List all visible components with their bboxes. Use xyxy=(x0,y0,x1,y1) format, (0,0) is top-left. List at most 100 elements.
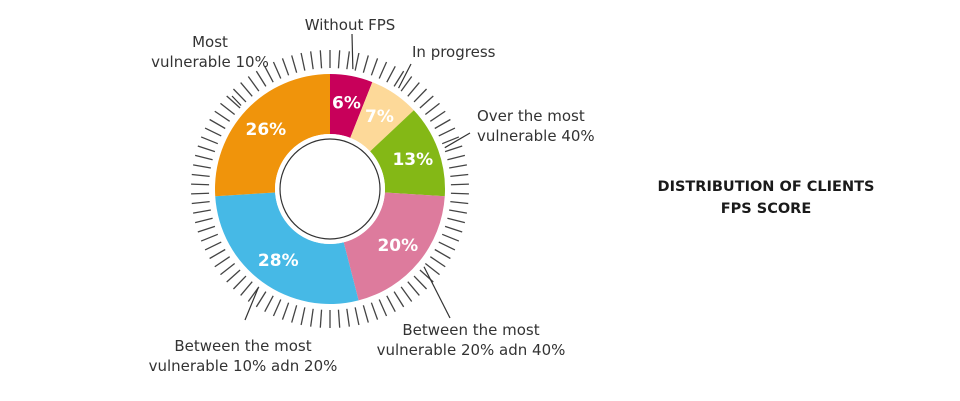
leader-line-2 xyxy=(444,132,471,149)
hole-ring xyxy=(279,138,381,240)
tick xyxy=(449,209,468,214)
tick xyxy=(232,88,247,103)
tick xyxy=(281,58,290,76)
callout-0-line-0: Without FPS xyxy=(305,16,396,34)
slice-0 xyxy=(330,74,373,138)
chart-title-line-1: DISTRIBUTION OF CLIENTS xyxy=(657,179,875,195)
tick xyxy=(226,95,241,109)
tick xyxy=(429,110,446,122)
tick xyxy=(434,118,451,130)
tick xyxy=(447,154,466,161)
tick xyxy=(450,201,469,205)
callout-2-line-0: Over the most xyxy=(477,107,585,125)
tick xyxy=(441,136,460,145)
slice-labels: 6%7% 13% 20% 28% 26% xyxy=(245,94,433,272)
slice-label-5: 26% xyxy=(245,120,286,140)
tick xyxy=(444,225,463,233)
tick xyxy=(346,51,350,70)
tick xyxy=(362,55,369,73)
leader-line-3 xyxy=(423,266,451,319)
tick xyxy=(413,275,428,290)
tick xyxy=(197,145,216,153)
tick xyxy=(255,70,267,87)
tick xyxy=(240,82,253,97)
tick xyxy=(209,118,226,130)
tick xyxy=(444,145,463,153)
tick xyxy=(378,299,388,317)
tick xyxy=(194,217,213,224)
tick xyxy=(413,88,428,103)
chart-title-line-2: FPS SCORE xyxy=(720,201,812,217)
tick xyxy=(386,65,396,83)
slice-3 xyxy=(343,192,445,301)
slice-5 xyxy=(214,73,330,197)
tick xyxy=(370,58,379,76)
tick xyxy=(197,225,216,233)
slice-2 xyxy=(370,110,445,197)
slice-label-4: 28% xyxy=(258,251,299,271)
tick xyxy=(272,61,282,79)
tick xyxy=(407,82,420,97)
slice-label-3: 20% xyxy=(377,236,418,256)
center-hole xyxy=(275,134,385,244)
tick xyxy=(450,192,469,195)
tick xyxy=(291,55,298,73)
tick xyxy=(310,51,314,70)
tick xyxy=(393,291,405,308)
tick xyxy=(204,241,222,251)
tick xyxy=(400,286,413,302)
slices xyxy=(214,73,445,304)
tick xyxy=(191,173,210,177)
leader-line-0 xyxy=(351,33,354,70)
tick xyxy=(191,183,210,186)
tick xyxy=(200,136,219,145)
tick xyxy=(337,50,341,69)
tick xyxy=(214,256,231,268)
tick xyxy=(393,70,405,87)
tick xyxy=(400,76,413,92)
chart-title: DISTRIBUTION OF CLIENTS FPS SCORE xyxy=(616,176,916,220)
tick xyxy=(346,308,350,327)
tick xyxy=(291,305,298,323)
tick xyxy=(424,102,440,116)
tick xyxy=(354,52,360,71)
tick xyxy=(407,281,420,296)
tick xyxy=(220,262,236,276)
callout-4-line-0: Between the most xyxy=(174,337,311,355)
tick xyxy=(424,262,440,276)
tick xyxy=(272,299,282,317)
hole-fill xyxy=(275,134,385,244)
tick xyxy=(450,173,469,177)
callouts: Without FPS In progress Over the most vulne… xyxy=(149,16,595,375)
tick xyxy=(378,61,388,79)
tick xyxy=(386,295,396,313)
tick xyxy=(300,52,306,71)
callout-1-line-0: In progress xyxy=(412,43,496,61)
tick xyxy=(310,308,314,327)
slice-label-0: 6% xyxy=(332,94,361,114)
tick xyxy=(192,164,211,169)
tick xyxy=(354,307,360,326)
tick xyxy=(232,275,247,290)
tick xyxy=(194,154,213,161)
callout-4-line-1: vulnerable 10% adn 20% xyxy=(149,357,338,375)
tick xyxy=(434,248,451,260)
callout-3-line-1: vulnerable 20% adn 40% xyxy=(377,341,566,359)
tick xyxy=(419,95,434,109)
slice-1 xyxy=(350,82,414,152)
tick xyxy=(370,302,379,320)
tick xyxy=(200,233,219,242)
slice-label-2: 13% xyxy=(392,150,433,170)
leader-line-5 xyxy=(231,95,242,106)
tick xyxy=(362,305,369,323)
tick xyxy=(438,127,456,137)
tick xyxy=(220,102,236,116)
tick xyxy=(300,307,306,326)
tick xyxy=(214,110,231,122)
tick xyxy=(247,76,260,92)
tick xyxy=(281,302,290,320)
callout-5-line-0: Most xyxy=(192,33,228,51)
tick xyxy=(438,241,456,251)
slice-label-1: 7% xyxy=(365,107,394,127)
